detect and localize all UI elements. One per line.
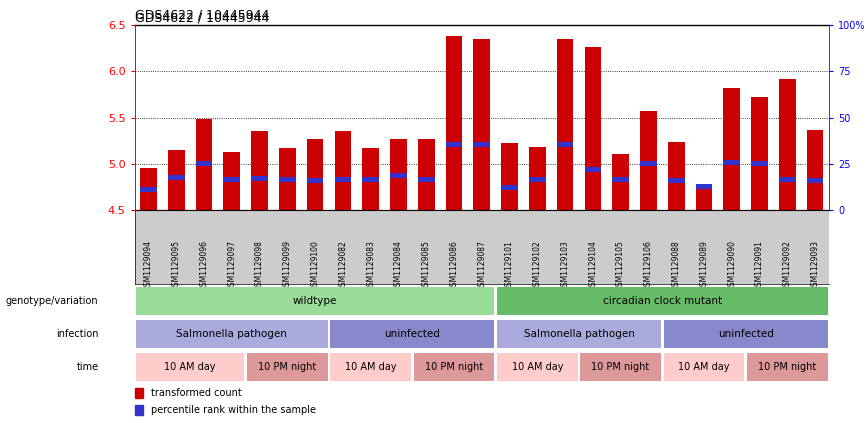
Bar <box>529 177 546 182</box>
Text: 10 AM day: 10 AM day <box>678 362 730 372</box>
FancyBboxPatch shape <box>581 353 661 381</box>
Text: 10 PM night: 10 PM night <box>591 362 650 372</box>
Bar <box>501 185 518 190</box>
Bar <box>723 88 740 210</box>
Bar <box>140 168 157 210</box>
Bar <box>556 39 574 210</box>
Text: 10 PM night: 10 PM night <box>258 362 317 372</box>
Text: GDS4622 / 10445944: GDS4622 / 10445944 <box>135 8 269 21</box>
Bar <box>695 184 713 189</box>
FancyBboxPatch shape <box>136 353 244 381</box>
FancyBboxPatch shape <box>247 353 327 381</box>
Text: 10 AM day: 10 AM day <box>511 362 563 372</box>
FancyBboxPatch shape <box>331 320 494 348</box>
FancyBboxPatch shape <box>136 287 494 315</box>
Bar <box>751 161 768 166</box>
Bar <box>723 160 740 165</box>
Bar <box>168 150 185 210</box>
Bar <box>223 177 240 182</box>
Bar <box>279 177 296 182</box>
Text: uninfected: uninfected <box>718 329 773 339</box>
Text: 10 AM day: 10 AM day <box>164 362 216 372</box>
Bar <box>695 189 713 210</box>
Bar <box>195 161 213 166</box>
FancyBboxPatch shape <box>664 353 744 381</box>
Bar <box>251 132 268 210</box>
Bar <box>135 405 143 415</box>
Bar <box>306 139 324 210</box>
Bar <box>667 178 685 183</box>
Text: infection: infection <box>56 329 98 339</box>
Bar <box>556 142 574 147</box>
Bar <box>806 129 824 210</box>
FancyBboxPatch shape <box>497 320 661 348</box>
FancyBboxPatch shape <box>136 320 327 348</box>
Text: genotype/variation: genotype/variation <box>6 296 98 306</box>
Bar <box>445 36 463 210</box>
Bar <box>135 388 143 398</box>
Bar <box>473 142 490 147</box>
Bar <box>473 39 490 210</box>
Bar <box>501 143 518 210</box>
Bar <box>140 187 157 192</box>
FancyBboxPatch shape <box>414 353 494 381</box>
Text: circadian clock mutant: circadian clock mutant <box>602 296 722 306</box>
Bar <box>640 161 657 166</box>
FancyBboxPatch shape <box>664 320 827 348</box>
Text: 10 PM night: 10 PM night <box>424 362 483 372</box>
Bar <box>334 132 352 210</box>
Bar <box>390 173 407 178</box>
Bar <box>251 176 268 181</box>
FancyBboxPatch shape <box>497 287 827 315</box>
Bar <box>667 143 685 210</box>
Bar <box>334 177 352 182</box>
Text: Salmonella pathogen: Salmonella pathogen <box>523 329 635 339</box>
Bar <box>362 148 379 210</box>
Bar <box>445 142 463 147</box>
Text: uninfected: uninfected <box>385 329 440 339</box>
Text: 10 AM day: 10 AM day <box>345 362 397 372</box>
Bar <box>279 148 296 210</box>
Bar <box>529 147 546 210</box>
FancyBboxPatch shape <box>331 353 411 381</box>
Text: time: time <box>76 362 98 372</box>
Text: 10 PM night: 10 PM night <box>758 362 817 372</box>
FancyBboxPatch shape <box>747 353 827 381</box>
Bar <box>390 139 407 210</box>
Bar <box>779 79 796 210</box>
Bar <box>223 152 240 210</box>
Bar <box>640 111 657 210</box>
Text: transformed count: transformed count <box>150 388 241 398</box>
Bar <box>806 178 824 183</box>
Bar <box>418 177 435 182</box>
Bar <box>612 154 629 210</box>
Bar <box>751 97 768 210</box>
Bar <box>362 177 379 182</box>
Bar <box>306 178 324 183</box>
Text: GDS4622 / 10445944: GDS4622 / 10445944 <box>135 11 269 24</box>
Text: Salmonella pathogen: Salmonella pathogen <box>176 329 287 339</box>
Text: percentile rank within the sample: percentile rank within the sample <box>150 405 316 415</box>
Bar <box>195 118 213 210</box>
Bar <box>418 139 435 210</box>
Bar <box>168 175 185 180</box>
Bar <box>779 177 796 182</box>
Bar <box>584 47 602 210</box>
Text: wildtype: wildtype <box>293 296 338 306</box>
Bar <box>612 177 629 182</box>
FancyBboxPatch shape <box>497 353 577 381</box>
Bar <box>584 167 602 172</box>
